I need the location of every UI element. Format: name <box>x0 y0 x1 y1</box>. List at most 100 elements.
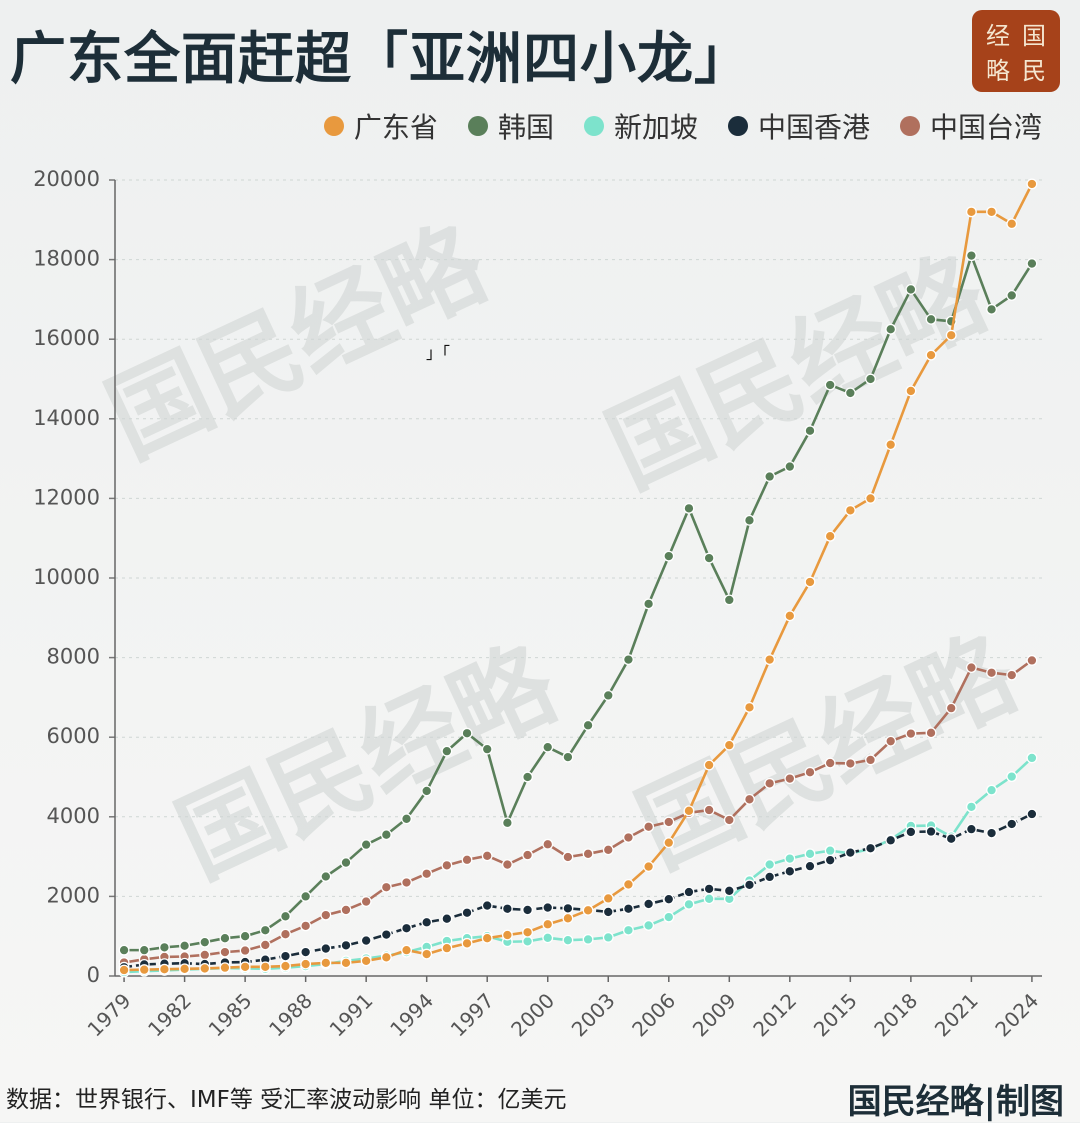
data-point <box>300 958 312 970</box>
data-point <box>986 206 998 218</box>
data-point <box>1006 771 1018 783</box>
data-point <box>340 957 352 969</box>
y-tick-label: 20000 <box>33 167 100 191</box>
legend-label: 中国香港 <box>757 111 870 144</box>
data-point <box>622 903 634 915</box>
data-point <box>219 932 231 944</box>
data-point <box>481 743 493 755</box>
data-point <box>239 945 251 956</box>
x-tick-label: 1979 <box>83 988 136 1041</box>
data-point <box>643 861 655 873</box>
x-tick-label: 1985 <box>204 988 257 1041</box>
data-point <box>461 937 473 949</box>
x-tick-label: 1994 <box>385 988 438 1041</box>
legend-swatch <box>899 116 920 136</box>
data-point <box>804 576 816 588</box>
data-point <box>723 594 735 606</box>
data-point <box>360 935 372 947</box>
data-point <box>360 896 372 908</box>
credit: 国民经略|制图 <box>847 1082 1064 1122</box>
data-point <box>340 904 352 916</box>
data-point <box>905 728 917 740</box>
legend: 广东省 韩国 新加坡 中国香港 中国台湾 <box>323 106 1042 146</box>
data-point <box>602 906 614 918</box>
data-point <box>522 849 534 861</box>
x-tick-label: 2015 <box>809 988 862 1041</box>
data-point <box>401 813 412 825</box>
data-point <box>784 773 796 785</box>
data-point <box>1026 654 1038 666</box>
y-tick-label: 4000 <box>47 804 100 828</box>
data-point <box>965 801 977 813</box>
data-point <box>865 754 876 766</box>
series-line <box>123 659 1033 964</box>
data-point <box>300 890 312 902</box>
data-point <box>582 719 594 731</box>
data-point <box>320 909 332 921</box>
data-point <box>683 805 695 817</box>
data-point <box>542 932 554 944</box>
data-point <box>703 552 715 564</box>
legend-label: 韩国 <box>497 111 554 144</box>
data-point <box>542 741 554 753</box>
data-point <box>865 842 876 854</box>
data-point <box>744 701 755 713</box>
data-point <box>118 964 130 976</box>
data-point <box>744 793 755 805</box>
data-point <box>1026 178 1038 190</box>
data-point <box>360 955 372 967</box>
data-point <box>562 912 574 924</box>
data-point <box>945 833 957 845</box>
data-point <box>905 385 917 397</box>
x-tick-label: 1997 <box>446 988 499 1041</box>
data-point <box>663 911 675 923</box>
data-point <box>158 963 170 975</box>
data-point <box>461 854 473 866</box>
x-tick-label: 1991 <box>325 988 378 1041</box>
data-point <box>542 838 554 850</box>
data-point <box>643 920 655 931</box>
data-point <box>280 910 291 922</box>
logo-char: 民 <box>1022 57 1046 85</box>
watermark: 国民经略 <box>90 203 504 480</box>
data-point <box>622 654 634 666</box>
data-point <box>522 935 534 947</box>
data-point <box>784 461 796 473</box>
data-point <box>461 727 473 739</box>
logo-char: 经 <box>986 22 1010 50</box>
data-point <box>1026 752 1038 764</box>
data-point <box>643 898 655 910</box>
data-point <box>824 757 836 769</box>
legend-item: 中国台湾 <box>899 106 1042 146</box>
data-point <box>441 913 453 925</box>
source: 数据：世界银行、IMF等 受汇率波动影响 单位：亿美元 <box>6 1087 567 1113</box>
data-point <box>522 771 534 783</box>
data-point <box>804 766 816 778</box>
data-point <box>1006 818 1018 830</box>
data-point <box>865 492 876 504</box>
data-point <box>380 929 392 941</box>
data-point <box>804 848 816 860</box>
legend-swatch <box>727 116 748 136</box>
data-point <box>360 839 372 851</box>
watermark: 国民经略 <box>590 233 1004 510</box>
data-point <box>723 739 735 751</box>
data-point <box>481 932 493 944</box>
data-point <box>602 892 614 904</box>
data-point <box>501 903 513 915</box>
legend-label: 广东省 <box>353 111 438 144</box>
x-tick-label: 2003 <box>567 988 620 1041</box>
data-point <box>965 250 977 262</box>
y-tick-label: 18000 <box>33 247 100 271</box>
data-point <box>844 504 856 516</box>
data-point <box>320 957 332 969</box>
y-tick-label: 2000 <box>47 883 100 907</box>
data-point <box>1026 258 1038 270</box>
data-point <box>501 817 513 829</box>
data-point <box>280 960 291 972</box>
series-line <box>124 254 1034 952</box>
data-point <box>582 848 594 860</box>
data-point <box>744 514 755 526</box>
legend-label: 新加坡 <box>613 111 698 144</box>
